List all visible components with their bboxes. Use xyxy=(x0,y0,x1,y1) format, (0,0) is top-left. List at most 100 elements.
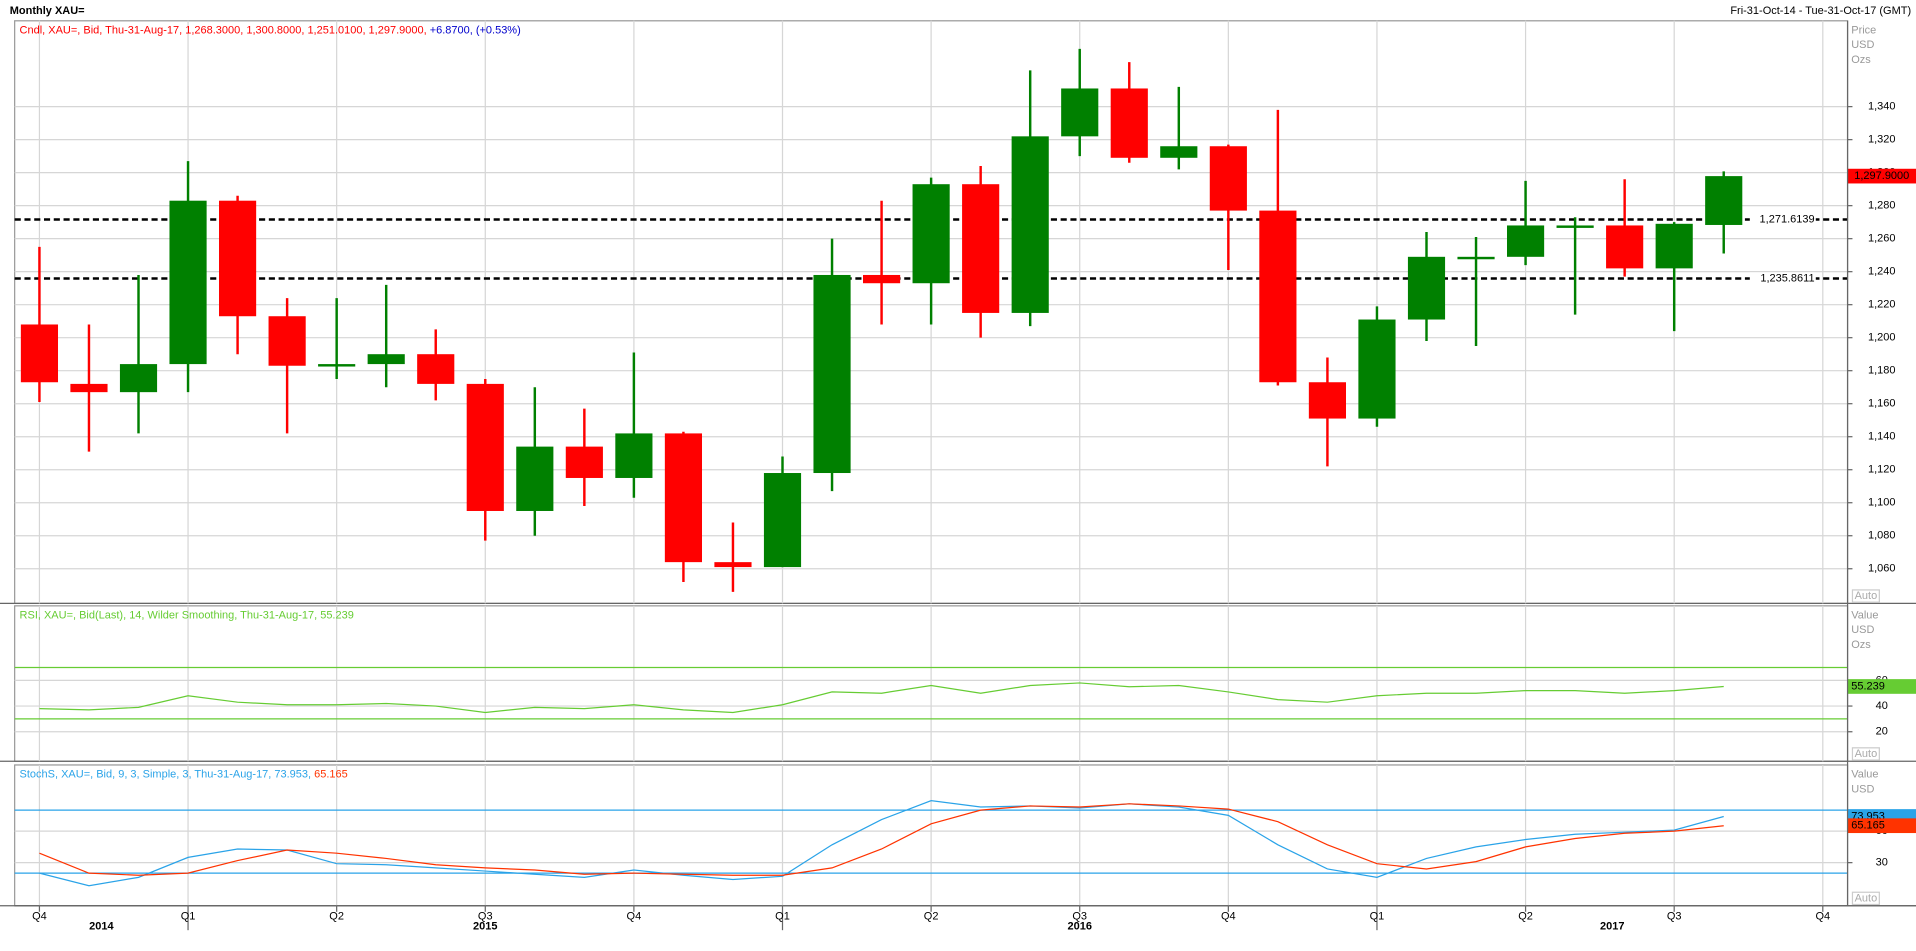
y-tick-label: 1,240 xyxy=(1868,266,1896,278)
year-label: 2016 xyxy=(1067,920,1091,932)
year-label: 2015 xyxy=(473,920,497,932)
candle-body xyxy=(1011,136,1049,313)
last-value-label: 65.165 xyxy=(1851,820,1885,832)
auto-button[interactable] xyxy=(1851,891,1880,906)
axis-title: Ozs xyxy=(1851,639,1871,651)
legend: RSI, XAU=, Bid(Last), 14, Wilder Smoothi… xyxy=(20,610,354,622)
year-label: 2014 xyxy=(89,920,114,932)
axis-title: USD xyxy=(1851,39,1874,51)
legend-entry: 65.165 xyxy=(314,769,348,781)
auto-label: Auto xyxy=(1855,892,1878,904)
y-tick-label: 1,340 xyxy=(1868,101,1896,113)
candle-body xyxy=(1705,176,1743,225)
legend-change: +6.8700, (+0.53%) xyxy=(430,24,521,36)
candle-body xyxy=(1506,225,1545,257)
last-value-label: 1,297.9000 xyxy=(1854,170,1909,182)
candle-body xyxy=(318,364,356,367)
y-tick-label: 1,080 xyxy=(1868,530,1896,542)
hline-label: 1,271.6139 xyxy=(1760,213,1815,225)
candle-body xyxy=(714,562,752,568)
axis-title: USD xyxy=(1851,624,1874,636)
x-tick-label: Q2 xyxy=(1518,911,1533,923)
candle-body xyxy=(1209,146,1247,211)
candle-body xyxy=(1110,88,1148,158)
x-tick-label: Q3 xyxy=(1667,911,1682,923)
hline-label-bg xyxy=(1749,272,1816,285)
x-tick-label: Q4 xyxy=(1221,911,1236,923)
y-tick-label: 1,260 xyxy=(1868,233,1896,245)
candle-body xyxy=(1457,256,1495,260)
hline-label: 1,235.8611 xyxy=(1760,272,1814,284)
auto-label: Auto xyxy=(1855,590,1878,602)
candle-body xyxy=(813,274,851,474)
candle-body xyxy=(664,433,703,563)
candle-body xyxy=(912,184,950,284)
candle-body xyxy=(516,446,554,511)
candle-body xyxy=(268,316,306,366)
candle-body xyxy=(763,473,802,568)
y-tick-label: 1,320 xyxy=(1868,134,1896,146)
y-tick-label: 1,160 xyxy=(1868,398,1896,410)
candle-body xyxy=(962,184,1000,313)
series-line xyxy=(39,803,1724,876)
axis-title: USD xyxy=(1851,783,1874,795)
y-tick-label: 1,100 xyxy=(1868,497,1896,509)
last-value-box xyxy=(1847,679,1916,694)
x-tick-label: Q1 xyxy=(775,911,790,923)
x-tick-label: Q4 xyxy=(32,911,47,923)
y-tick-label: 1,060 xyxy=(1868,563,1896,575)
date-range: Fri-31-Oct-14 - Tue-31-Oct-17 (GMT) xyxy=(1730,5,1911,17)
candle-body xyxy=(1358,319,1396,419)
last-value-box xyxy=(1847,168,1916,184)
y-tick-label: 1,140 xyxy=(1868,431,1896,443)
auto-button[interactable] xyxy=(1851,589,1880,603)
candle-body xyxy=(1655,223,1693,269)
candle-body xyxy=(1407,256,1446,320)
candle-body xyxy=(119,364,158,393)
last-value-box xyxy=(1847,818,1916,834)
candle-body xyxy=(1160,146,1198,158)
x-tick-label: Q3 xyxy=(478,911,493,923)
candle-body xyxy=(1308,382,1346,419)
legend-entry: StochS, XAU=, Bid, 9, 3, Simple, 3, Thu-… xyxy=(20,769,312,781)
candle-body xyxy=(70,383,108,393)
x-tick-label: Q1 xyxy=(1370,911,1385,923)
legend: StochS, XAU=, Bid, 9, 3, Simple, 3, Thu-… xyxy=(20,769,348,781)
candle-body xyxy=(367,354,405,365)
candle-body xyxy=(615,433,653,478)
candle-body xyxy=(565,446,603,478)
y-tick-label: 20 xyxy=(1876,726,1888,738)
y-tick-label: 1,180 xyxy=(1868,365,1896,377)
y-tick-label: 1,220 xyxy=(1868,299,1896,311)
auto-label: Auto xyxy=(1855,748,1878,760)
series-line xyxy=(39,682,1724,714)
candle-body xyxy=(1606,225,1644,269)
legend-entry: RSI, XAU=, Bid(Last), 14, Wilder Smoothi… xyxy=(20,610,354,622)
x-tick-label: Q4 xyxy=(627,911,642,923)
y-tick-label: 30 xyxy=(1876,857,1888,869)
series-line xyxy=(39,800,1724,887)
axis-title: Value xyxy=(1851,769,1878,781)
candle-body xyxy=(1259,210,1297,383)
legend: Cndl, XAU=, Bid, Thu-31-Aug-17, 1,268.30… xyxy=(20,24,521,36)
y-tick-label: 40 xyxy=(1876,700,1888,712)
legend-text: Cndl, XAU=, Bid, Thu-31-Aug-17, 1,268.30… xyxy=(20,24,427,36)
candle-body xyxy=(863,274,901,284)
x-tick-label: Q2 xyxy=(329,911,344,923)
x-tick-label: Q2 xyxy=(924,911,939,923)
candle-body xyxy=(169,200,207,365)
candle-body xyxy=(219,200,257,317)
y-tick-label: 1,280 xyxy=(1868,200,1896,212)
axis-title: Price xyxy=(1851,24,1876,36)
hline-label-bg xyxy=(1749,213,1816,226)
axis-title: Value xyxy=(1851,610,1878,622)
candle-body xyxy=(466,383,504,511)
axis-title: Ozs xyxy=(1851,54,1871,66)
auto-button[interactable] xyxy=(1851,747,1880,761)
x-tick-label: Q3 xyxy=(1072,911,1087,923)
candle-body xyxy=(20,324,59,383)
candle-body xyxy=(417,354,455,384)
y-tick-label: 1,200 xyxy=(1868,332,1896,344)
